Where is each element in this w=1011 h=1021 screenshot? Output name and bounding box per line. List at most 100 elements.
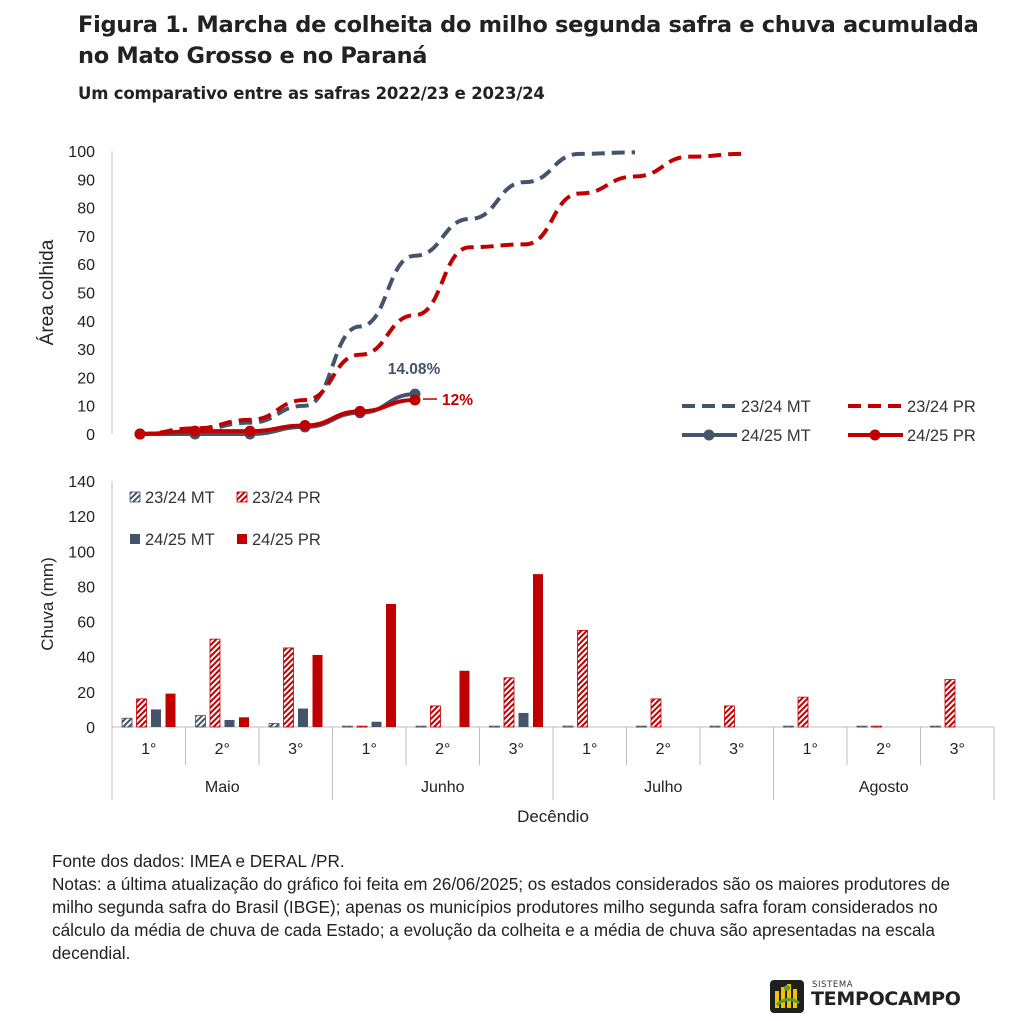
y-tick-label-top: 100 <box>68 144 95 161</box>
chart-canvas: 0 10 20 30 40 50 60 70 80 90 100 Área colhida 14.08%… <box>37 144 995 826</box>
y-axis-label-bottom: Chuva (mm) <box>38 557 57 651</box>
data-point <box>409 394 421 406</box>
bar <box>136 698 147 728</box>
bar <box>944 679 956 728</box>
bar <box>386 604 396 727</box>
data-point <box>134 428 146 440</box>
x-tick-label: 2° <box>215 741 230 758</box>
chart-subtitle: Um comparativo entre as safras 2022/23 e… <box>78 84 545 103</box>
bar <box>224 719 235 727</box>
y-tick-label-bottom: 80 <box>77 579 95 596</box>
x-tick-label: 3° <box>950 741 965 758</box>
harvest-line-chart: 0 10 20 30 40 50 60 70 80 90 100 Área colhida 14.08%… <box>37 144 976 445</box>
bar <box>459 670 470 727</box>
x-tick-label: 2° <box>876 741 891 758</box>
y-tick-label-bottom: 40 <box>77 650 95 667</box>
bar <box>415 725 427 728</box>
bar <box>195 715 206 728</box>
legend-label-bottom: 24/25 MT <box>145 531 215 549</box>
y-tick-label-top: 40 <box>77 314 95 331</box>
legend-swatch-bottom <box>236 491 248 503</box>
y-tick-label-bottom: 60 <box>77 615 95 632</box>
y-tick-label-top: 90 <box>77 172 95 189</box>
bar <box>209 638 221 728</box>
x-tick-label: 1° <box>582 741 597 758</box>
bar <box>871 725 882 728</box>
bar <box>783 725 794 728</box>
x-group-label: Junho <box>421 779 465 796</box>
bar <box>298 708 308 727</box>
bar <box>121 717 133 728</box>
legend-label-bottom: 23/24 MT <box>145 489 215 507</box>
y-tick-label-top: 10 <box>77 399 95 416</box>
notes-text: Notas: a última atualização do gráfico f… <box>52 874 951 963</box>
legend-label-top: 24/25 MT <box>741 427 811 445</box>
bar <box>342 725 353 728</box>
source-text: Fonte dos dados: IMEA e DERAL /PR. <box>52 851 345 871</box>
y-tick-label-bottom: 0 <box>86 720 95 737</box>
y-tick-label-top: 80 <box>77 201 95 218</box>
x-group-label: Agosto <box>859 779 909 796</box>
bar <box>268 723 280 728</box>
logo-small-text: SISTEMA <box>812 980 854 990</box>
bar <box>503 677 515 728</box>
legend-swatch-bottom <box>130 534 140 544</box>
legend-label-top: 23/24 MT <box>741 398 811 416</box>
data-label-mt: 14.08% <box>388 361 441 378</box>
data-point <box>299 420 311 432</box>
bar <box>165 693 176 727</box>
bar <box>856 725 868 728</box>
legend-marker-top <box>703 429 715 441</box>
x-group-label: Julho <box>644 779 682 796</box>
x-tick-label: 1° <box>141 741 156 758</box>
logo-text: TEMPOCAMPO <box>811 988 961 1010</box>
chart-title: Figura 1. Marcha de colheita do milho se… <box>78 12 979 69</box>
legend-swatch-bottom <box>129 491 141 503</box>
legend-marker-top <box>869 429 881 441</box>
bar <box>650 698 662 728</box>
y-tick-label-top: 20 <box>77 370 95 387</box>
bar <box>518 712 529 727</box>
bar <box>371 721 382 727</box>
notes-block: Fonte dos dados: IMEA e DERAL /PR. Notas… <box>52 850 992 965</box>
x-tick-label: 3° <box>729 741 744 758</box>
y-tick-label-top: 60 <box>77 257 95 274</box>
y-axis-label-top: Área colhida <box>37 239 58 345</box>
x-tick-label: 2° <box>656 741 671 758</box>
bar <box>489 725 500 728</box>
bar <box>577 629 588 728</box>
y-tick-label-top: 50 <box>77 286 95 303</box>
legend-swatch-bottom <box>237 534 247 544</box>
x-tick-label: 1° <box>362 741 377 758</box>
rain-bar-chart: 0 20 40 60 80 100 120 140 Chuva (mm) 1° 2° 3° 1° 2° 3°… <box>38 474 995 826</box>
bar <box>724 705 735 728</box>
x-group-label: Maio <box>205 779 240 796</box>
x-tick-label: 1° <box>803 741 818 758</box>
y-tick-label-top: 30 <box>77 342 95 359</box>
legend-label-top: 24/25 PR <box>907 427 976 445</box>
y-tick-label-top: 0 <box>86 427 95 444</box>
x-tick-label: 3° <box>288 741 303 758</box>
bar <box>283 647 294 728</box>
bar <box>562 725 574 728</box>
y-tick-label-bottom: 100 <box>68 544 95 561</box>
y-tick-label-bottom: 20 <box>77 685 95 702</box>
data-point <box>244 425 256 437</box>
legend-label-bottom: 23/24 PR <box>252 489 321 507</box>
bar <box>797 696 809 728</box>
bar <box>239 717 249 727</box>
bar <box>312 654 323 727</box>
data-point <box>189 425 201 437</box>
bar <box>533 574 543 727</box>
x-axis-label-bottom: Decêndio <box>517 807 589 826</box>
legend-label-top: 23/24 PR <box>907 398 976 416</box>
legend-label-bottom: 24/25 PR <box>252 531 321 549</box>
bar <box>709 725 721 728</box>
bar <box>636 725 647 728</box>
bar <box>930 725 941 728</box>
x-tick-label: 3° <box>509 741 524 758</box>
y-tick-label-bottom: 140 <box>68 474 95 491</box>
tempocampo-logo <box>770 980 804 1013</box>
bar <box>430 705 441 728</box>
x-tick-label: 2° <box>435 741 450 758</box>
